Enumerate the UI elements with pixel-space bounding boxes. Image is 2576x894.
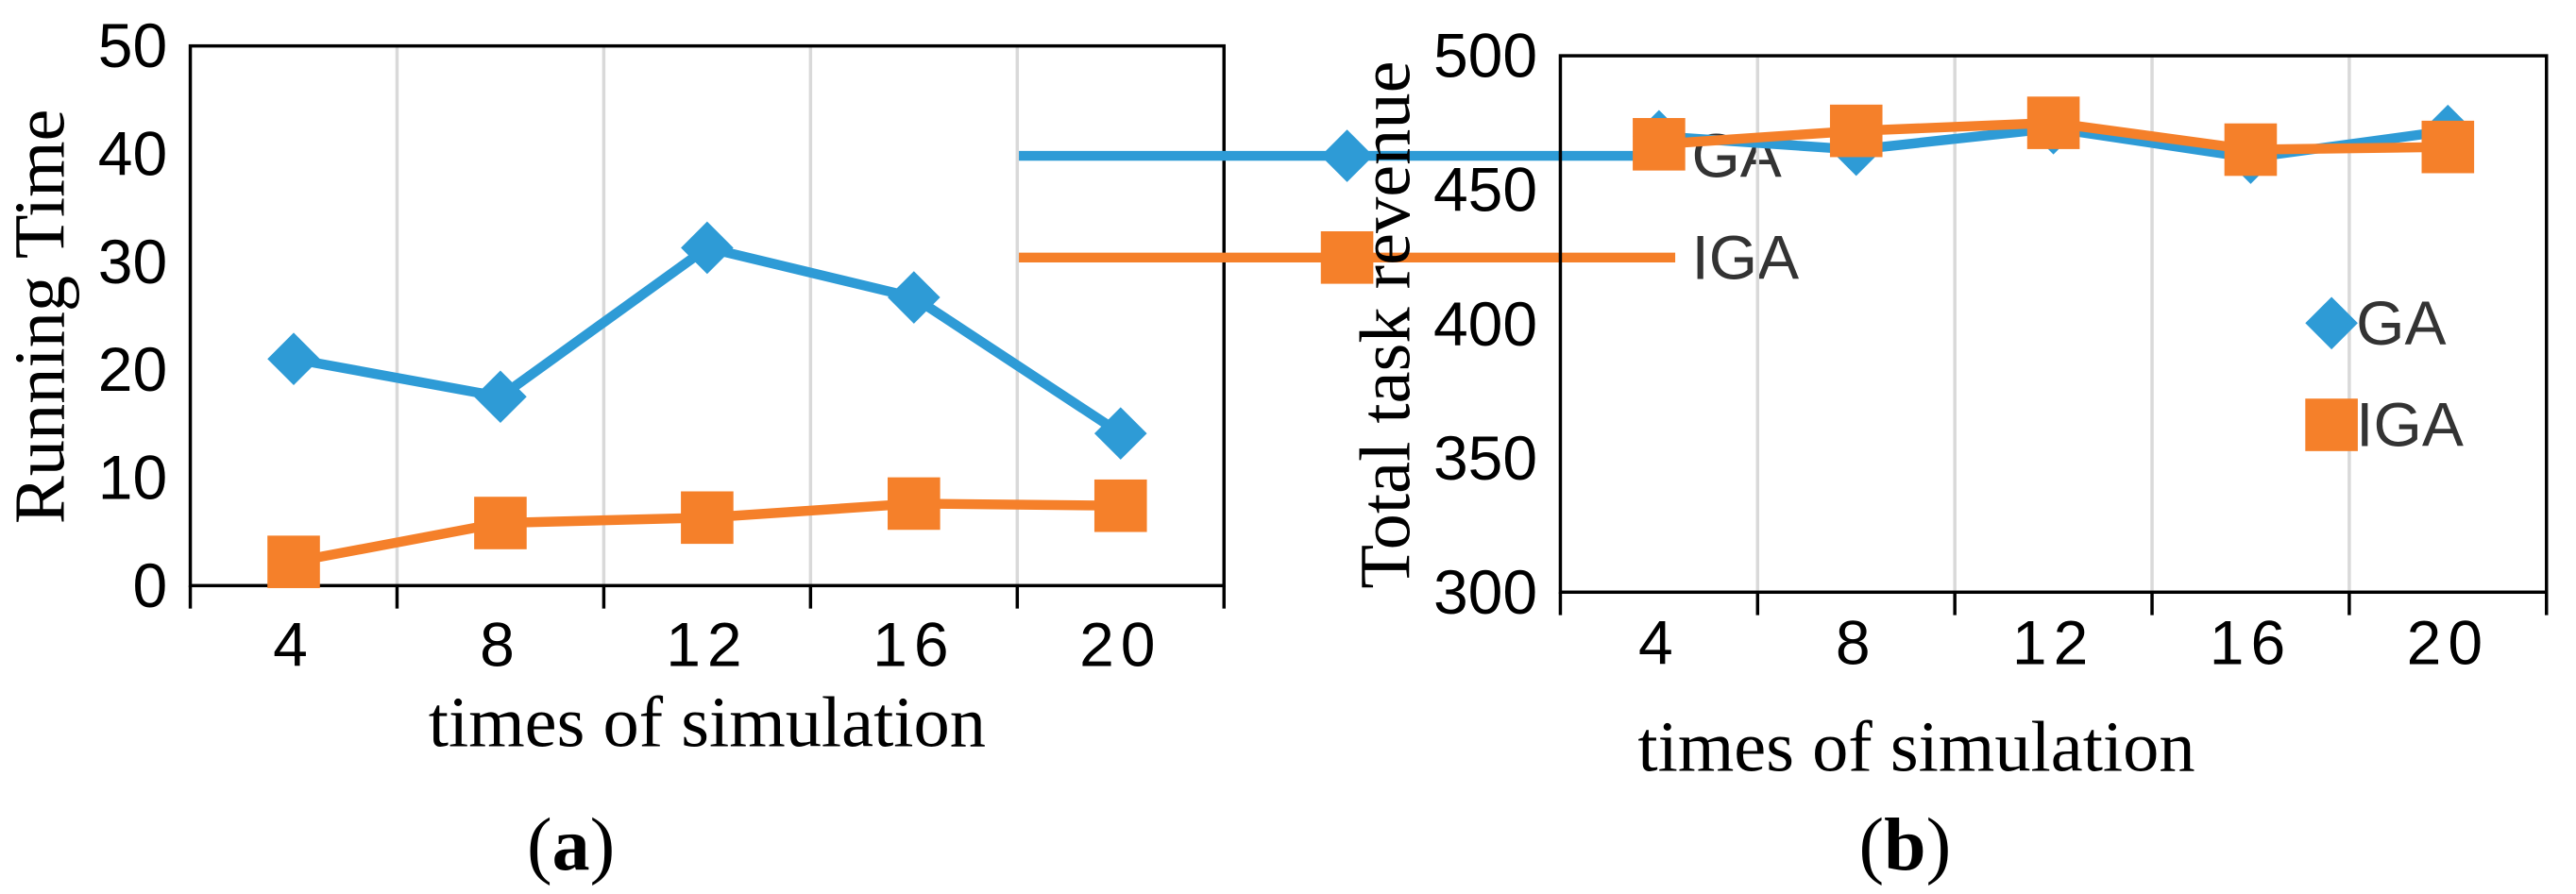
data-point-ga bbox=[681, 221, 734, 275]
data-point-iga bbox=[2026, 96, 2080, 149]
caption-letter: a bbox=[552, 803, 590, 886]
y-axis-title: Total task revenue bbox=[1346, 60, 1426, 588]
y-tick-label: 20 bbox=[98, 334, 167, 404]
x-axis-title: times of simulation bbox=[1637, 707, 2195, 787]
x-tick-label: 20 bbox=[2407, 608, 2489, 678]
data-point-iga bbox=[1633, 118, 1686, 171]
caption-close: ) bbox=[1926, 803, 1952, 886]
data-point-ga bbox=[1093, 407, 1147, 460]
data-point-ga bbox=[474, 370, 527, 424]
plot-area bbox=[1558, 54, 2549, 595]
data-point-iga bbox=[2421, 120, 2475, 174]
data-point-iga bbox=[1829, 104, 1883, 158]
y-tick-label: 30 bbox=[98, 227, 167, 296]
data-point-iga bbox=[888, 477, 941, 531]
x-tick-label: 12 bbox=[2012, 608, 2094, 678]
x-tick-label: 8 bbox=[1836, 608, 1877, 678]
legend-label-iga: IGA bbox=[2356, 390, 2464, 460]
data-point-iga bbox=[1093, 479, 1147, 532]
x-tick-label: 16 bbox=[2210, 608, 2292, 678]
data-point-ga bbox=[888, 271, 941, 324]
x-tick-label: 12 bbox=[666, 609, 748, 679]
y-tick-label: 10 bbox=[98, 443, 167, 513]
legend-label-ga: GA bbox=[2356, 288, 2446, 358]
y-tick-label: 300 bbox=[1433, 557, 1537, 627]
chart-a-running-time: 0 10 20 30 40 50 4 8 12 16 20 times of simulation Ru… bbox=[0, 10, 1799, 886]
x-tick-label: 20 bbox=[1079, 609, 1161, 679]
caption-open: ( bbox=[1858, 803, 1884, 886]
y-tick-label: 40 bbox=[98, 119, 167, 189]
legend-marker-iga bbox=[2305, 398, 2358, 451]
plot-area bbox=[188, 43, 1226, 588]
legend-label-ga: GA bbox=[1691, 121, 1781, 191]
subfigure-caption: (b) bbox=[1858, 803, 1951, 886]
x-tick-label: 4 bbox=[1638, 608, 1680, 678]
chart-b-total-task-revenue: 300 350 400 450 500 4 8 12 16 20 times of simulati… bbox=[1346, 21, 2549, 886]
data-point-iga bbox=[267, 535, 320, 588]
y-tick-label: 50 bbox=[98, 10, 167, 80]
y-tick-label: 0 bbox=[132, 550, 167, 620]
x-tick-label: 16 bbox=[873, 609, 955, 679]
y-tick-label: 450 bbox=[1433, 155, 1537, 225]
x-tick-label: 4 bbox=[273, 609, 314, 679]
y-tick-label: 400 bbox=[1433, 289, 1537, 359]
x-tick-label: 8 bbox=[480, 609, 521, 679]
series-line-ga bbox=[293, 243, 1124, 438]
caption-open: ( bbox=[527, 803, 552, 886]
subfigure-caption: (a) bbox=[527, 803, 615, 886]
y-tick-label: 500 bbox=[1433, 21, 1537, 91]
data-point-ga bbox=[267, 332, 320, 386]
legend-marker-iga bbox=[1320, 231, 1374, 284]
data-point-iga bbox=[474, 497, 527, 549]
legend-marker-ga bbox=[1320, 129, 1374, 182]
y-tick-label: 350 bbox=[1433, 423, 1537, 493]
legend-label-iga: IGA bbox=[1691, 222, 1799, 292]
data-point-iga bbox=[681, 491, 734, 545]
x-axis-title: times of simulation bbox=[429, 683, 986, 763]
y-axis-title: Running Time bbox=[0, 110, 80, 525]
caption-letter: b bbox=[1884, 803, 1925, 886]
data-point-iga bbox=[2224, 123, 2278, 177]
caption-close: ) bbox=[590, 803, 616, 886]
